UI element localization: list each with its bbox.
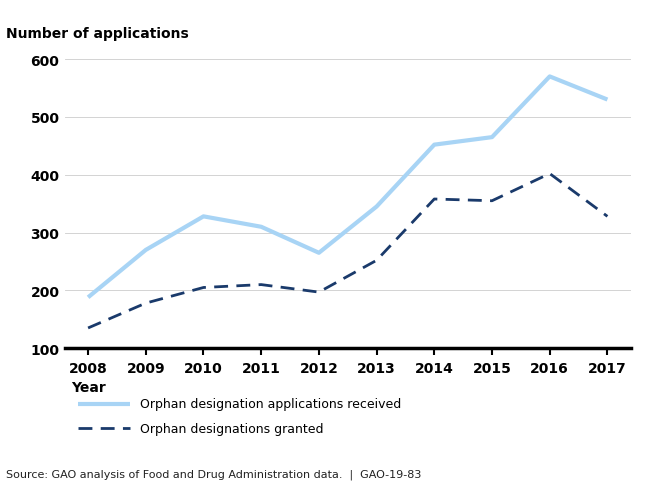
Text: Orphan designation applications received: Orphan designation applications received [140, 398, 401, 410]
Text: Source: GAO analysis of Food and Drug Administration data.  |  GAO-19-83: Source: GAO analysis of Food and Drug Ad… [6, 469, 422, 479]
Text: Year: Year [72, 380, 106, 394]
Text: Number of applications: Number of applications [6, 27, 189, 41]
Text: Orphan designations granted: Orphan designations granted [140, 422, 323, 435]
